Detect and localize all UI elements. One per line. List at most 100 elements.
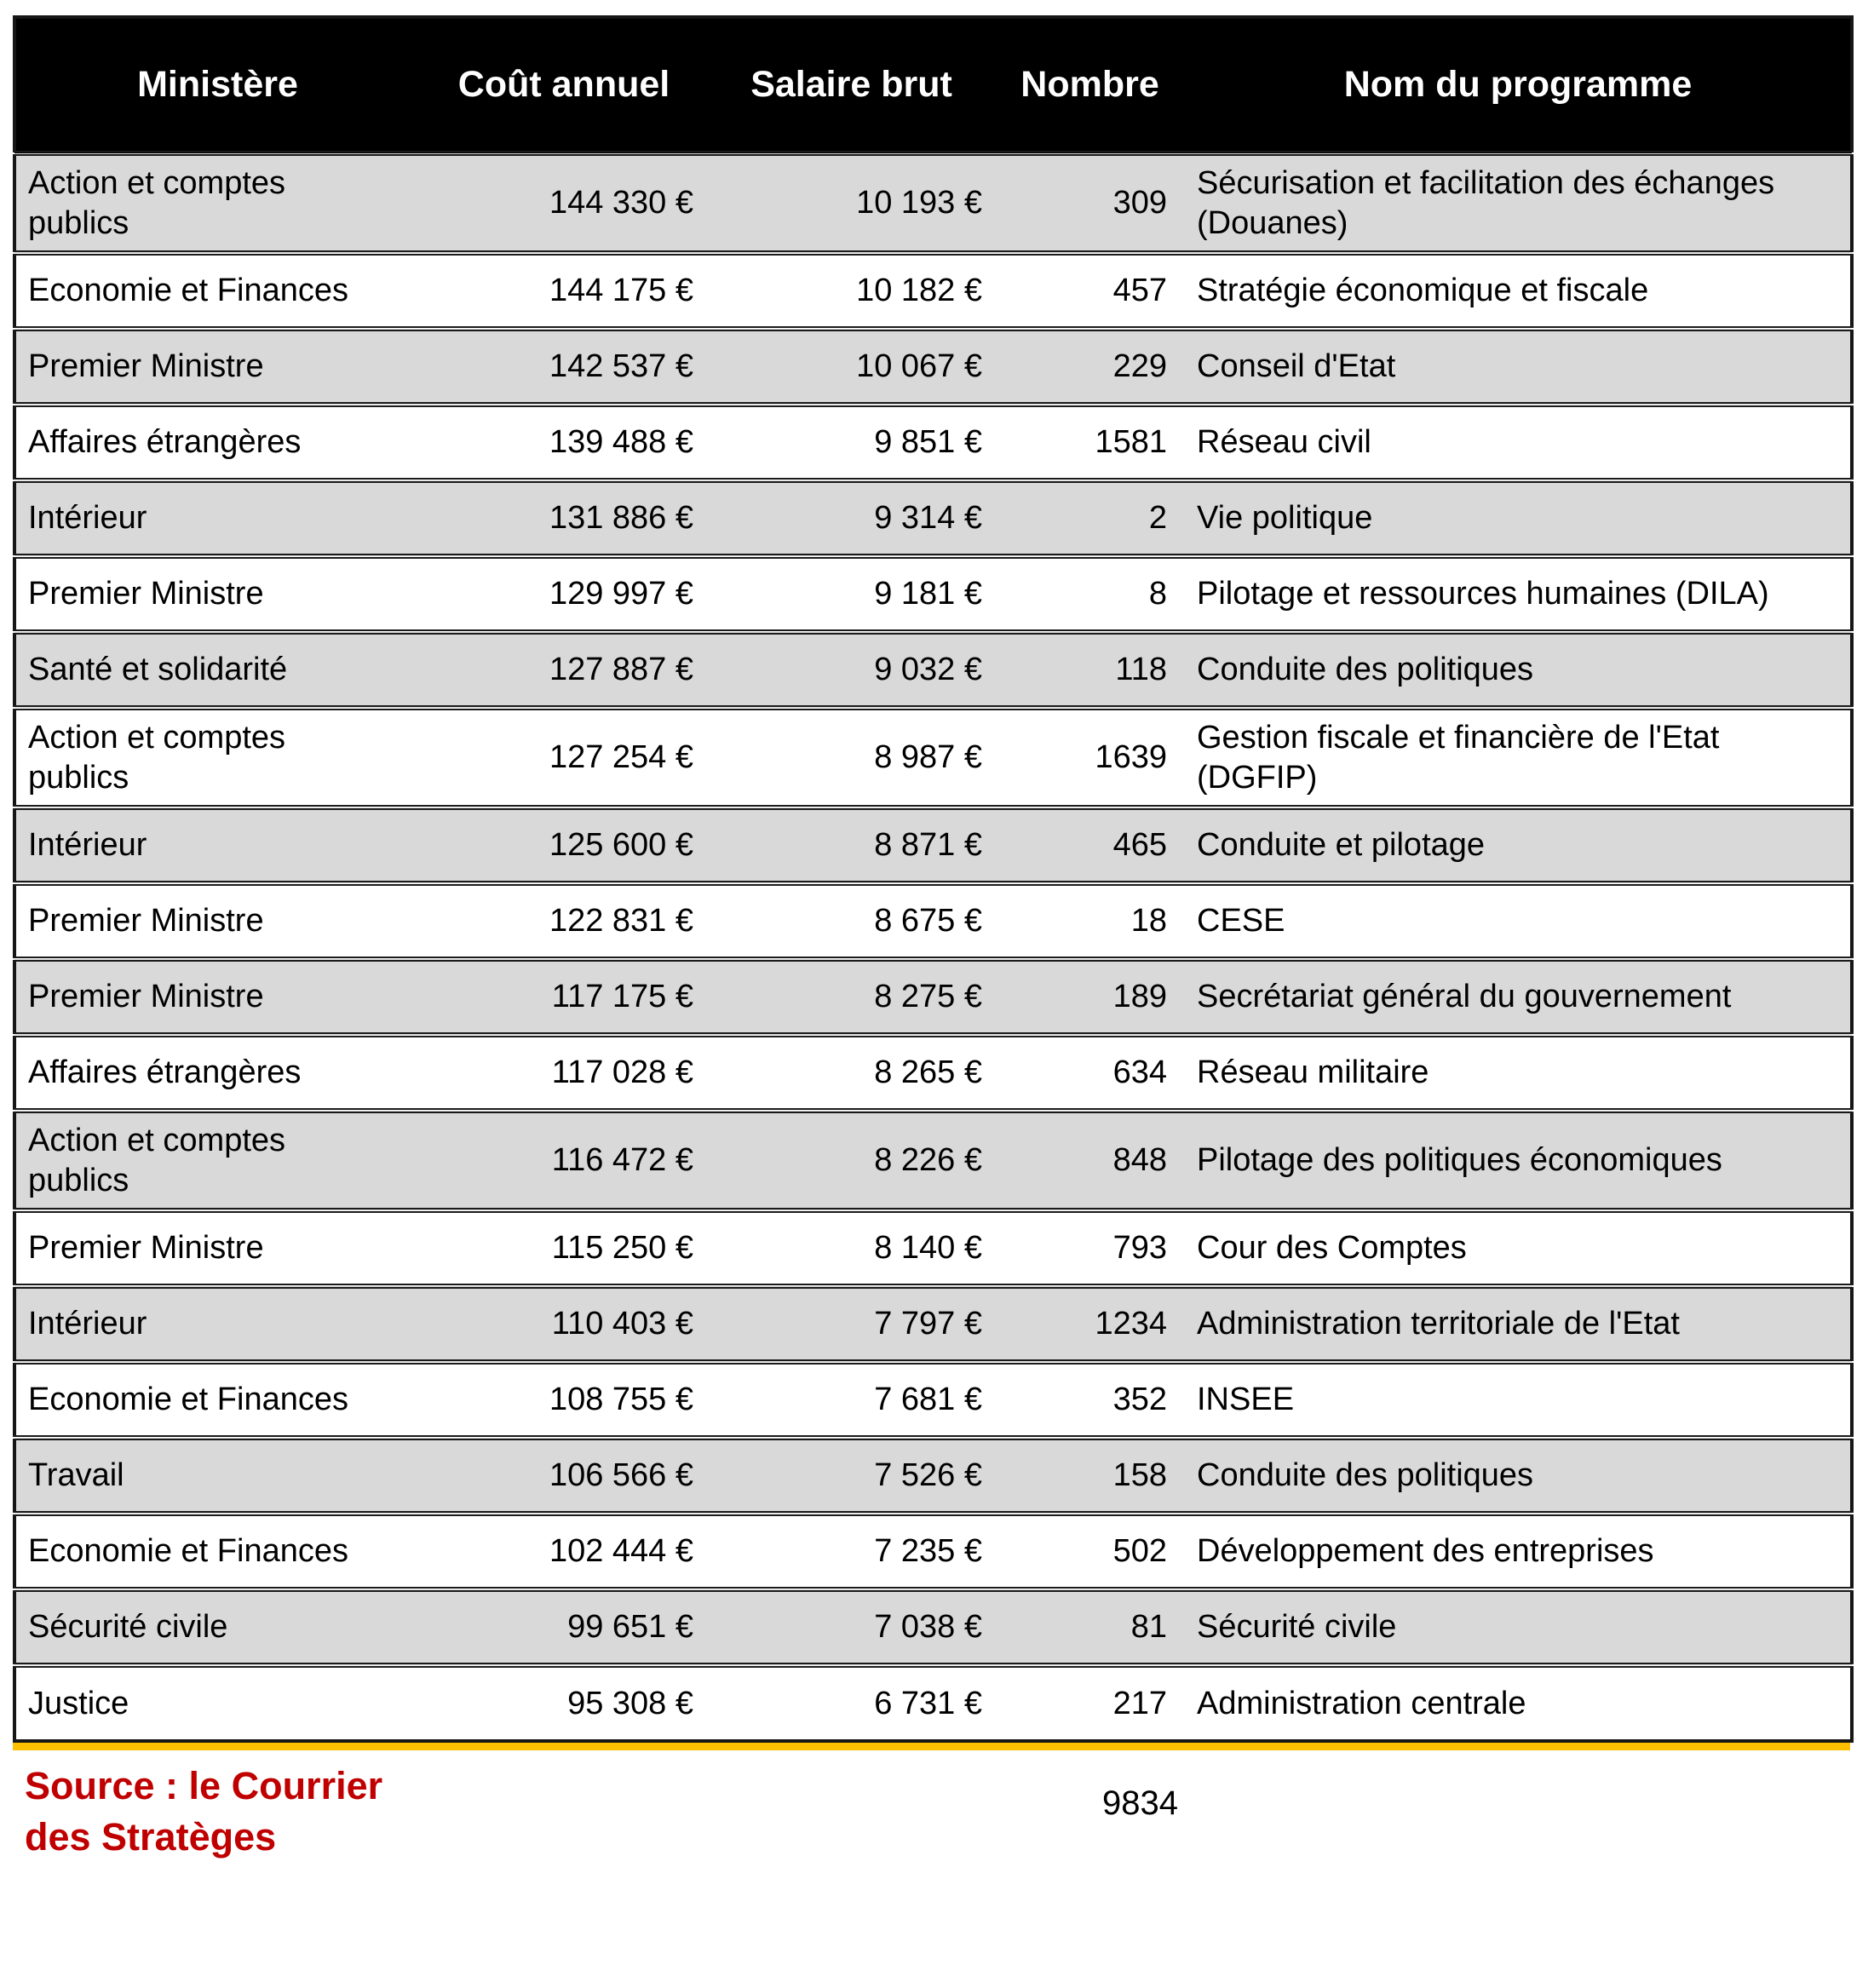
- cell-nombre: 217: [994, 1663, 1186, 1741]
- cell-cout-annuel: 117 028 €: [419, 1032, 709, 1111]
- footer: Source : le Courrier des Stratèges 9834: [13, 1750, 1850, 1887]
- table-row: Premier Ministre 115 250 €8 140 €793 Cour …: [14, 1208, 1852, 1286]
- cell-nombre: 1581: [994, 402, 1186, 480]
- cell-programme: Conseil d'Etat: [1186, 326, 1852, 405]
- cell-salaire-brut: 8 265 €: [709, 1032, 994, 1111]
- cell-ministere: Action et comptes publics: [14, 151, 419, 253]
- cell-programme: Pilotage des politiques économiques: [1186, 1108, 1852, 1210]
- cell-cout-annuel: 131 886 €: [419, 478, 709, 556]
- cell-nombre: 1234: [994, 1284, 1186, 1362]
- cell-salaire-brut: 9 314 €: [709, 478, 994, 556]
- cell-nombre: 352: [994, 1359, 1186, 1438]
- cell-programme: Stratégie économique et fiscale: [1186, 250, 1852, 329]
- cell-salaire-brut: 8 275 €: [709, 957, 994, 1035]
- cell-nombre: 793: [994, 1208, 1186, 1286]
- cell-ministere: Affaires étrangères: [14, 402, 419, 480]
- cell-nombre: 158: [994, 1435, 1186, 1514]
- cell-ministere: Sécurité civile: [14, 1587, 419, 1665]
- cell-programme: Conduite et pilotage: [1186, 805, 1852, 883]
- col-header-salaire-brut: Salaire brut: [750, 64, 952, 105]
- cell-salaire-brut: 7 526 €: [709, 1435, 994, 1514]
- cell-nombre: 189: [994, 957, 1186, 1035]
- table-row: Action et comptes publics 116 472 €8 226 …: [14, 1108, 1852, 1210]
- cell-ministere: Action et comptes publics: [14, 705, 419, 807]
- table-row: Affaires étrangères 117 028 €8 265 €634 Ré…: [14, 1032, 1852, 1111]
- table-row: Justice 95 308 €6 731 €217 Administration …: [14, 1663, 1852, 1741]
- table-row: Premier Ministre 122 831 €8 675 €18 CESE: [14, 881, 1852, 959]
- table-row: Intérieur 131 886 €9 314 €2 Vie politique: [14, 478, 1852, 556]
- cell-cout-annuel: 115 250 €: [419, 1208, 709, 1286]
- cell-salaire-brut: 7 797 €: [709, 1284, 994, 1362]
- cell-salaire-brut: 8 140 €: [709, 1208, 994, 1286]
- table-row: Economie et Finances 108 755 €7 681 €352 I…: [14, 1359, 1852, 1438]
- table-row: Premier Ministre 117 175 €8 275 €189 Secré…: [14, 957, 1852, 1035]
- cell-programme: Réseau civil: [1186, 402, 1852, 480]
- table-row: Sécurité civile 99 651 €7 038 €81 Sécurité…: [14, 1587, 1852, 1665]
- cell-cout-annuel: 125 600 €: [419, 805, 709, 883]
- cell-programme: Sécurité civile: [1186, 1587, 1852, 1665]
- col-header-nombre: Nombre: [1020, 64, 1159, 105]
- accent-divider-line: [13, 1743, 1850, 1750]
- cell-cout-annuel: 127 254 €: [419, 705, 709, 807]
- cell-ministere: Premier Ministre: [14, 957, 419, 1035]
- cell-programme: CESE: [1186, 881, 1852, 959]
- cell-cout-annuel: 127 887 €: [419, 629, 709, 708]
- cell-programme: Sécurisation et facilitation des échange…: [1186, 151, 1852, 253]
- cell-cout-annuel: 108 755 €: [419, 1359, 709, 1438]
- cell-programme: Administration centrale: [1186, 1663, 1852, 1741]
- cell-salaire-brut: 9 851 €: [709, 402, 994, 480]
- cell-cout-annuel: 122 831 €: [419, 881, 709, 959]
- cell-salaire-brut: 8 226 €: [709, 1108, 994, 1210]
- cell-salaire-brut: 7 235 €: [709, 1511, 994, 1589]
- cell-cout-annuel: 139 488 €: [419, 402, 709, 480]
- table-row: Premier Ministre 129 997 €9 181 €8 Pilotag…: [14, 554, 1852, 632]
- ministries-salary-table: Ministère Coût annuel Salaire brut Nombr…: [13, 15, 1854, 1743]
- cell-programme: Réseau militaire: [1186, 1032, 1852, 1111]
- cell-nombre: 457: [994, 250, 1186, 329]
- table-row: Action et comptes publics 127 254 €8 987 …: [14, 705, 1852, 807]
- cell-nombre: 634: [994, 1032, 1186, 1111]
- table-row: Economie et Finances 102 444 €7 235 €502 D…: [14, 1511, 1852, 1589]
- cell-ministere: Travail: [14, 1435, 419, 1514]
- table-row: Santé et solidarité 127 887 €9 032 €118 Co…: [14, 629, 1852, 708]
- cell-ministere: Intérieur: [14, 478, 419, 556]
- cell-salaire-brut: 10 193 €: [709, 151, 994, 253]
- cell-ministere: Premier Ministre: [14, 881, 419, 959]
- cell-salaire-brut: 9 181 €: [709, 554, 994, 632]
- table-row: Intérieur 110 403 €7 797 €1234 Administrat…: [14, 1284, 1852, 1362]
- cell-cout-annuel: 144 175 €: [419, 250, 709, 329]
- cell-programme: Secrétariat général du gouvernement: [1186, 957, 1852, 1035]
- cell-cout-annuel: 144 330 €: [419, 151, 709, 253]
- cell-salaire-brut: 6 731 €: [709, 1663, 994, 1741]
- cell-programme: INSEE: [1186, 1359, 1852, 1438]
- cell-nombre: 848: [994, 1108, 1186, 1210]
- cell-salaire-brut: 8 675 €: [709, 881, 994, 959]
- table-body: Action et comptes publics 144 330 €10 193…: [14, 151, 1852, 1741]
- table-row: Action et comptes publics 144 330 €10 193…: [14, 151, 1852, 253]
- cell-cout-annuel: 99 651 €: [419, 1587, 709, 1665]
- cell-nombre: 18: [994, 881, 1186, 959]
- cell-ministere: Action et comptes publics: [14, 1108, 419, 1210]
- cell-cout-annuel: 106 566 €: [419, 1435, 709, 1514]
- cell-nombre: 502: [994, 1511, 1186, 1589]
- cell-nombre: 1639: [994, 705, 1186, 807]
- cell-salaire-brut: 9 032 €: [709, 629, 994, 708]
- cell-ministere: Intérieur: [14, 1284, 419, 1362]
- cell-salaire-brut: 7 038 €: [709, 1587, 994, 1665]
- source-credit: Source : le Courrier des Stratèges: [25, 1764, 383, 1859]
- cell-ministere: Economie et Finances: [14, 1511, 419, 1589]
- header-row: Ministère Coût annuel Salaire brut Nombr…: [14, 17, 1852, 153]
- cell-programme: Cour des Comptes: [1186, 1208, 1852, 1286]
- cell-ministere: Premier Ministre: [14, 326, 419, 405]
- cell-ministere: Economie et Finances: [14, 250, 419, 329]
- cell-programme: Conduite des politiques: [1186, 1435, 1852, 1514]
- cell-nombre: 118: [994, 629, 1186, 708]
- cell-cout-annuel: 116 472 €: [419, 1108, 709, 1210]
- cell-ministere: Intérieur: [14, 805, 419, 883]
- cell-programme: Conduite des politiques: [1186, 629, 1852, 708]
- cell-ministere: Economie et Finances: [14, 1359, 419, 1438]
- cell-programme: Gestion fiscale et financière de l'Etat …: [1186, 705, 1852, 807]
- cell-programme: Développement des entreprises: [1186, 1511, 1852, 1589]
- table-row: Economie et Finances 144 175 €10 182 €457…: [14, 250, 1852, 329]
- cell-ministere: Justice: [14, 1663, 419, 1741]
